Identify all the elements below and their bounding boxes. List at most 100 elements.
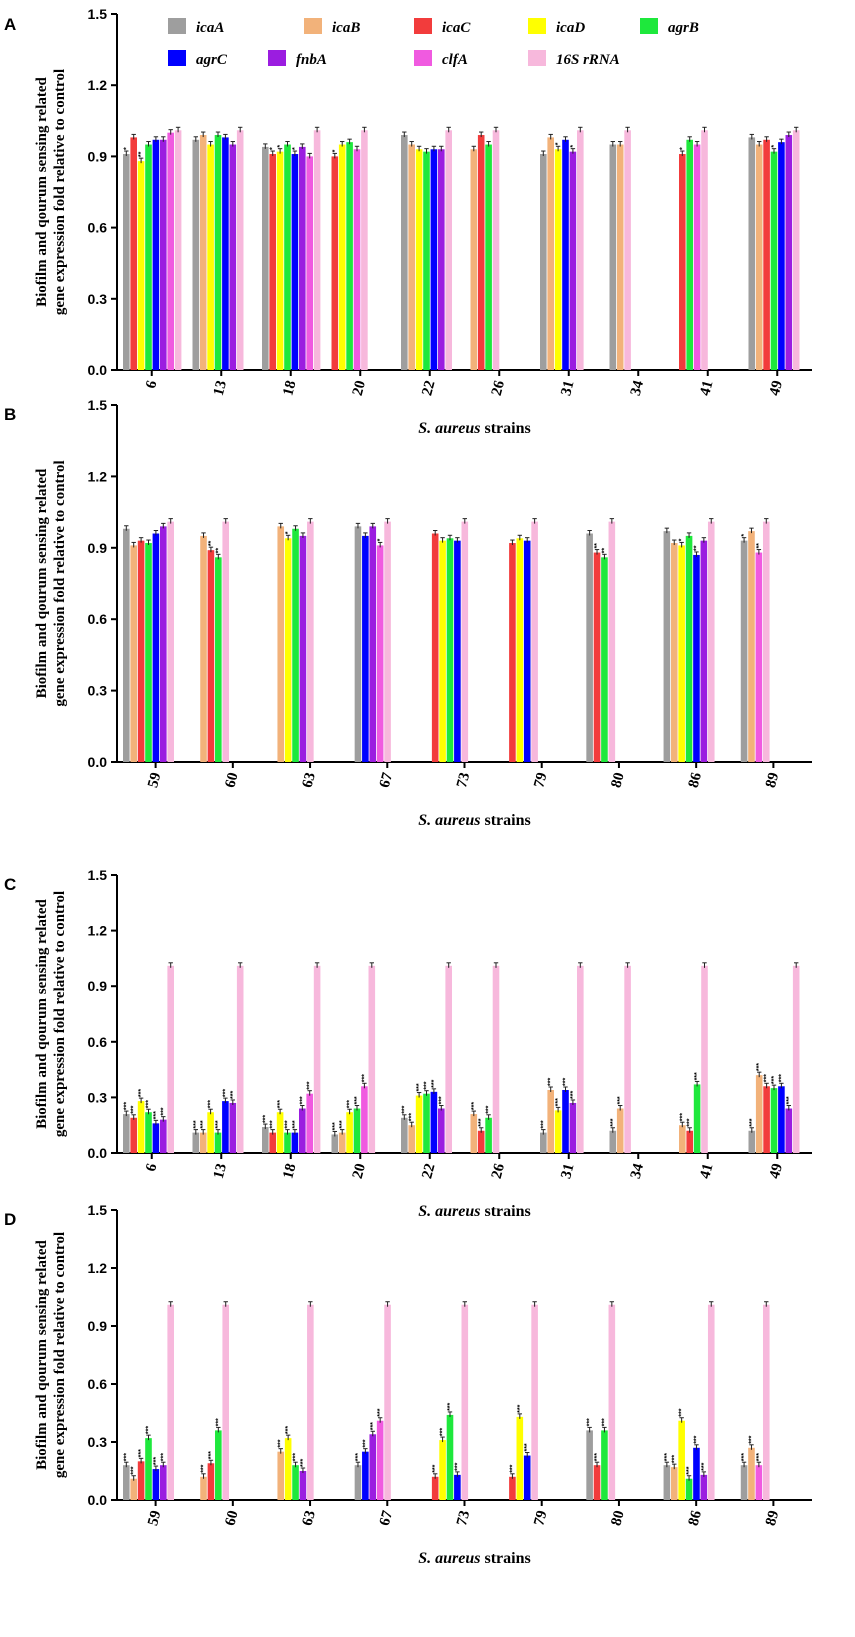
significance-label: *** bbox=[293, 1453, 300, 1461]
bar-a-41-16s-rrna bbox=[701, 130, 708, 370]
bar-a-13-icad bbox=[207, 144, 214, 370]
legend-swatch-16s-rrna bbox=[528, 50, 546, 66]
significance-label: *** bbox=[339, 1120, 346, 1128]
bar-a-18-agrc bbox=[291, 154, 299, 370]
bar-d-67-agrc bbox=[362, 1451, 369, 1500]
x-category-label: 60 bbox=[222, 771, 241, 790]
x-category-label: 6 bbox=[143, 378, 161, 390]
bar-a-26-16s-rrna bbox=[492, 130, 500, 370]
bar-c-26-16s-rrna bbox=[492, 965, 500, 1153]
bar-c-22-agrb bbox=[423, 1093, 430, 1153]
bar-d-73-agrb bbox=[446, 1414, 454, 1500]
significance-label: *** bbox=[215, 1120, 222, 1128]
significance-label: * bbox=[555, 142, 562, 145]
bar-d-89-icaa bbox=[740, 1465, 748, 1500]
bar-c-18-clfa bbox=[306, 1093, 313, 1153]
bar-c-34-icaa bbox=[609, 1130, 617, 1153]
significance-label: *** bbox=[354, 1096, 361, 1104]
bar-a-13-icaa bbox=[192, 139, 200, 370]
bar-d-79-icac bbox=[509, 1476, 516, 1500]
bar-c-22-icad bbox=[415, 1095, 423, 1153]
bar-a-20-icac bbox=[331, 156, 339, 370]
bar-c-18-icac bbox=[269, 1132, 276, 1153]
bar-c-20-icab bbox=[338, 1132, 346, 1153]
y-tick-label: 0.3 bbox=[88, 1434, 108, 1450]
legend: icaA icaB icaC icaD agrB agrC fnbA clfA 16S rRNA bbox=[168, 18, 699, 68]
significance-label: *** bbox=[277, 1100, 284, 1108]
x-category-label: 41 bbox=[697, 379, 716, 398]
significance-label: *** bbox=[377, 1408, 384, 1416]
bar-b-73-agrb bbox=[446, 538, 454, 762]
significance-label: *** bbox=[587, 1418, 594, 1426]
bar-a-18-icad bbox=[276, 151, 284, 370]
bar-a-13-icab bbox=[199, 135, 207, 370]
significance-label: * bbox=[771, 145, 778, 148]
significance-label: *** bbox=[201, 1464, 208, 1472]
bar-a-34-icaa bbox=[609, 144, 617, 370]
bar-c-31-icad bbox=[554, 1110, 562, 1153]
bar-b-67-16s-rrna bbox=[384, 521, 391, 762]
bar-a-31-fnba bbox=[569, 151, 577, 370]
significance-label: * bbox=[741, 534, 748, 537]
bar-a-49-fnba bbox=[785, 135, 793, 370]
bar-d-60-icab bbox=[200, 1476, 207, 1500]
bar-d-80-icac bbox=[593, 1465, 601, 1500]
significance-label: ** bbox=[756, 543, 763, 549]
bar-b-86-icad bbox=[678, 545, 685, 762]
bar-a-13-agrb bbox=[214, 135, 222, 370]
bar-b-73-icac bbox=[431, 533, 439, 762]
bar-a-22-icad bbox=[415, 149, 423, 370]
bar-c-31-16s-rrna bbox=[577, 965, 584, 1153]
bar-a-13-fnba bbox=[229, 144, 237, 370]
significance-label: *** bbox=[300, 1459, 307, 1467]
significance-label: ** bbox=[215, 548, 222, 554]
significance-label: *** bbox=[307, 1081, 314, 1089]
bar-b-67-agrc bbox=[362, 535, 369, 762]
significance-label: *** bbox=[409, 1113, 416, 1121]
legend-swatch-icaa bbox=[168, 18, 186, 34]
bar-a-49-icac bbox=[763, 139, 770, 370]
bar-a-6-icad bbox=[137, 161, 145, 370]
y-tick-label: 1.2 bbox=[88, 1260, 108, 1276]
significance-label: *** bbox=[215, 1418, 222, 1426]
legend-label-agrc: agrC bbox=[196, 52, 228, 68]
bar-b-73-agrc bbox=[454, 540, 461, 762]
bar-b-80-16s-rrna bbox=[608, 521, 616, 762]
significance-label: *** bbox=[771, 1076, 778, 1084]
bar-c-6-agrc bbox=[152, 1123, 160, 1153]
x-category-label: 73 bbox=[454, 1509, 473, 1528]
legend-label-16s-rrna: 16S rRNA bbox=[556, 52, 620, 68]
significance-label: *** bbox=[270, 1120, 277, 1128]
bar-b-63-fnba bbox=[299, 535, 307, 762]
x-category-label: 31 bbox=[558, 1162, 577, 1181]
bar-b-89-icab bbox=[748, 531, 755, 762]
x-category-label: 67 bbox=[377, 1508, 396, 1527]
bar-d-86-icab bbox=[670, 1467, 678, 1500]
bar-a-41-agrb bbox=[686, 139, 693, 370]
bar-b-73-icad bbox=[439, 540, 446, 762]
significance-label: *** bbox=[230, 1091, 237, 1099]
significance-label: *** bbox=[664, 1453, 671, 1461]
significance-label: *** bbox=[208, 1451, 215, 1459]
bar-c-6-16s-rrna bbox=[167, 965, 174, 1153]
y-axis-title-line2: gene expression fold relative to control bbox=[52, 69, 68, 315]
bar-c-18-agrc bbox=[291, 1132, 299, 1153]
bar-a-22-icaa bbox=[401, 135, 408, 370]
bar-b-89-16s-rrna bbox=[762, 521, 770, 762]
bar-b-59-icab bbox=[130, 545, 137, 762]
y-tick-label: 0.9 bbox=[88, 1318, 108, 1334]
x-category-label: 63 bbox=[300, 1509, 319, 1528]
panel-letter: D bbox=[4, 1210, 16, 1229]
bar-d-73-icad bbox=[439, 1440, 446, 1500]
bar-a-49-agrb bbox=[770, 151, 778, 370]
bar-a-49-agrc bbox=[778, 142, 785, 370]
bar-d-60-icac bbox=[207, 1463, 215, 1500]
x-category-label: 67 bbox=[377, 770, 396, 789]
bar-a-6-16s-rrna bbox=[174, 130, 182, 370]
bar-b-63-16s-rrna bbox=[307, 521, 314, 762]
bar-c-49-agrc bbox=[778, 1086, 785, 1153]
significance-label: *** bbox=[200, 1120, 207, 1128]
bar-c-22-fnba bbox=[438, 1108, 445, 1153]
x-category-label: 34 bbox=[628, 378, 647, 397]
y-axis-title-line2: gene expression fold relative to control bbox=[52, 460, 68, 706]
